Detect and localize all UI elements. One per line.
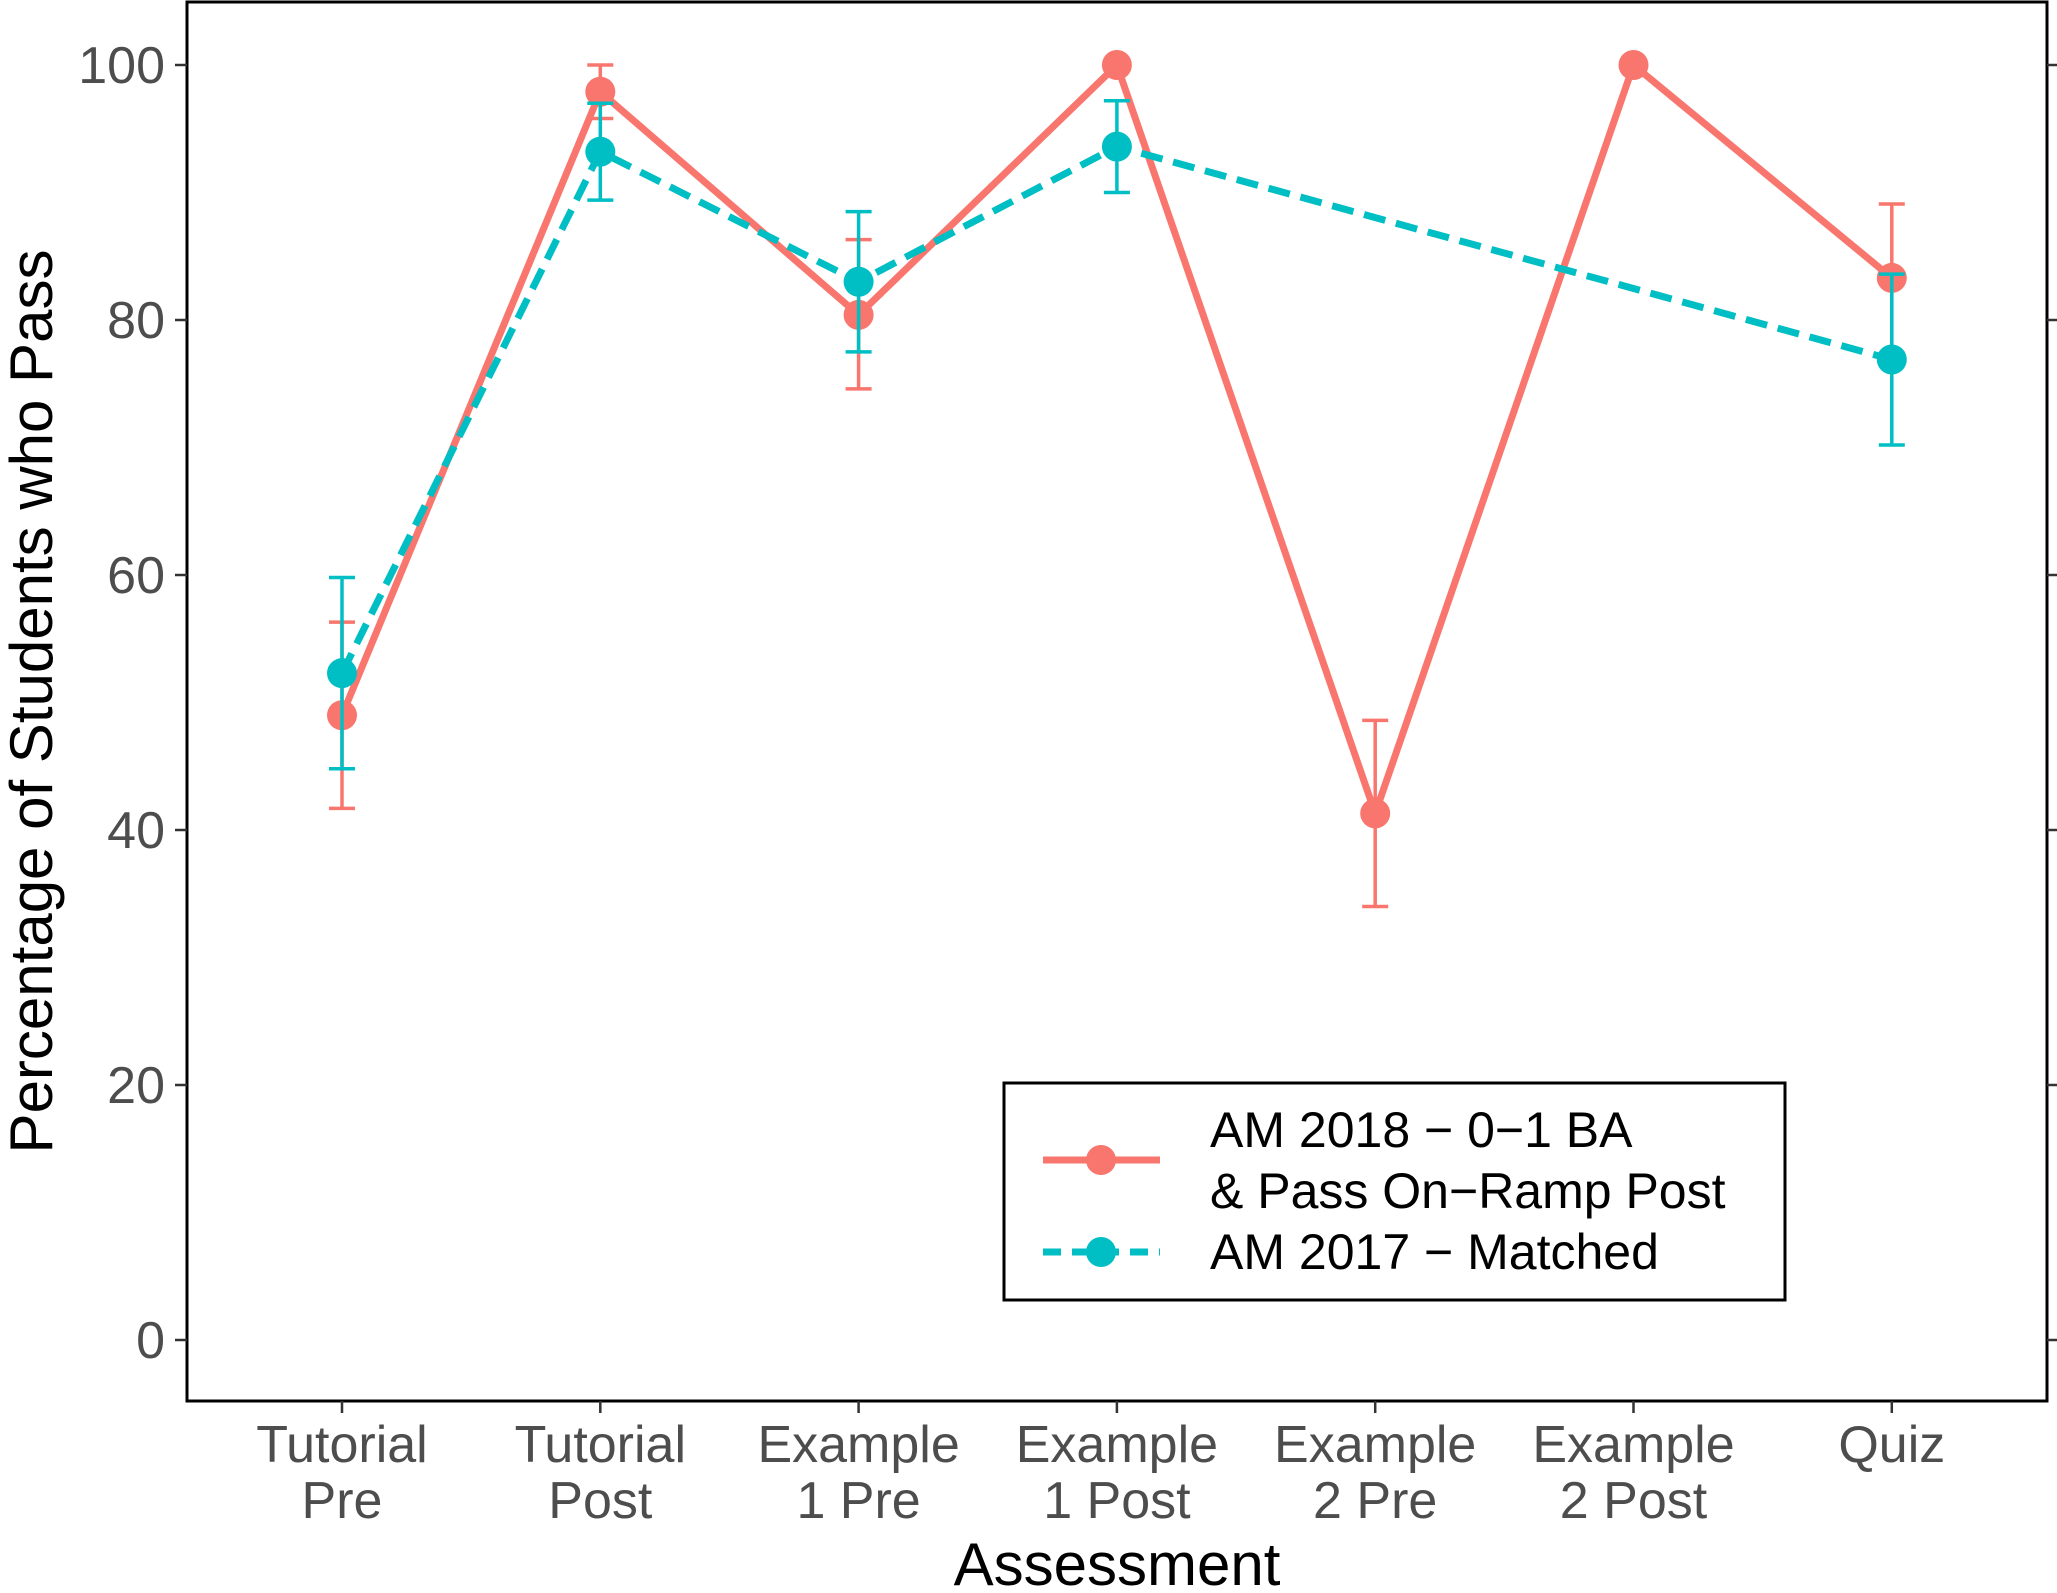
- legend-label-line: AM 2018 − 0−1 BA: [1210, 1102, 1633, 1158]
- legend-item-2: AM 2017 − Matched: [1043, 1224, 1659, 1280]
- data-point: [585, 76, 616, 107]
- data-point: [327, 658, 357, 689]
- legend-item-1: AM 2018 − 0−1 BA & Pass On−Ramp Post: [1043, 1102, 1726, 1219]
- y-tick-label: 20: [107, 1057, 165, 1115]
- y-tick-label: 60: [107, 547, 165, 605]
- x-tick-label-line: Example: [1016, 1416, 1218, 1474]
- x-tick-label-line: 2 Pre: [1313, 1472, 1437, 1530]
- data-point: [1360, 798, 1391, 829]
- x-tick-label-line: 1 Post: [1043, 1472, 1191, 1530]
- series-layer: [327, 50, 1907, 909]
- legend-key-point: [1086, 1237, 1116, 1267]
- x-tick-label-line: Quiz: [1838, 1416, 1945, 1474]
- x-tick-label: Tutorial Pre: [256, 1416, 427, 1530]
- legend-label-line: AM 2017 − Matched: [1210, 1224, 1659, 1280]
- x-tick-label-line: Tutorial: [515, 1416, 686, 1474]
- x-tick-label-line: 1 Pre: [796, 1472, 920, 1530]
- data-point: [1101, 50, 1132, 80]
- data-point: [1876, 344, 1907, 375]
- data-point: [1618, 50, 1649, 80]
- legend-key-point: [1086, 1145, 1116, 1175]
- x-tick-label: Example 2 Pre: [1274, 1416, 1476, 1530]
- data-point: [1101, 131, 1132, 162]
- y-tick-label: 40: [107, 802, 165, 860]
- x-tick-label: Quiz: [1838, 1416, 1945, 1474]
- data-point: [585, 136, 616, 167]
- y-tick-label: 80: [107, 292, 165, 350]
- x-tick-label-line: Example: [1532, 1416, 1734, 1474]
- y-tick-label: 0: [136, 1312, 165, 1370]
- x-tick-label-line: Example: [757, 1416, 959, 1474]
- legend-label: AM 2017 − Matched: [1210, 1224, 1659, 1280]
- legend-box: [1002, 1081, 1787, 1302]
- x-tick-label: Example 2 Post: [1532, 1416, 1734, 1530]
- x-tick-label-line: Example: [1274, 1416, 1476, 1474]
- x-tick-label-line: 2 Post: [1560, 1472, 1708, 1530]
- y-tick-label: 100: [78, 37, 165, 95]
- data-point: [843, 266, 874, 297]
- series-2: [327, 98, 1907, 771]
- x-tick-label-line: Pre: [302, 1472, 383, 1530]
- x-tick-label-line: Post: [548, 1472, 653, 1530]
- x-tick-label-line: Tutorial: [256, 1416, 427, 1474]
- y-axis-title: Percentage of Students who Pass: [0, 250, 65, 1154]
- x-axis-title: Assessment: [954, 1531, 1281, 1593]
- x-tick-label: Example 1 Post: [1016, 1416, 1218, 1530]
- x-tick-label: Example 1 Pre: [757, 1416, 959, 1530]
- legend-label: AM 2018 − 0−1 BA & Pass On−Ramp Post: [1210, 1102, 1726, 1219]
- x-tick-label: Tutorial Post: [515, 1416, 686, 1530]
- legend-label-line: & Pass On−Ramp Post: [1210, 1163, 1726, 1219]
